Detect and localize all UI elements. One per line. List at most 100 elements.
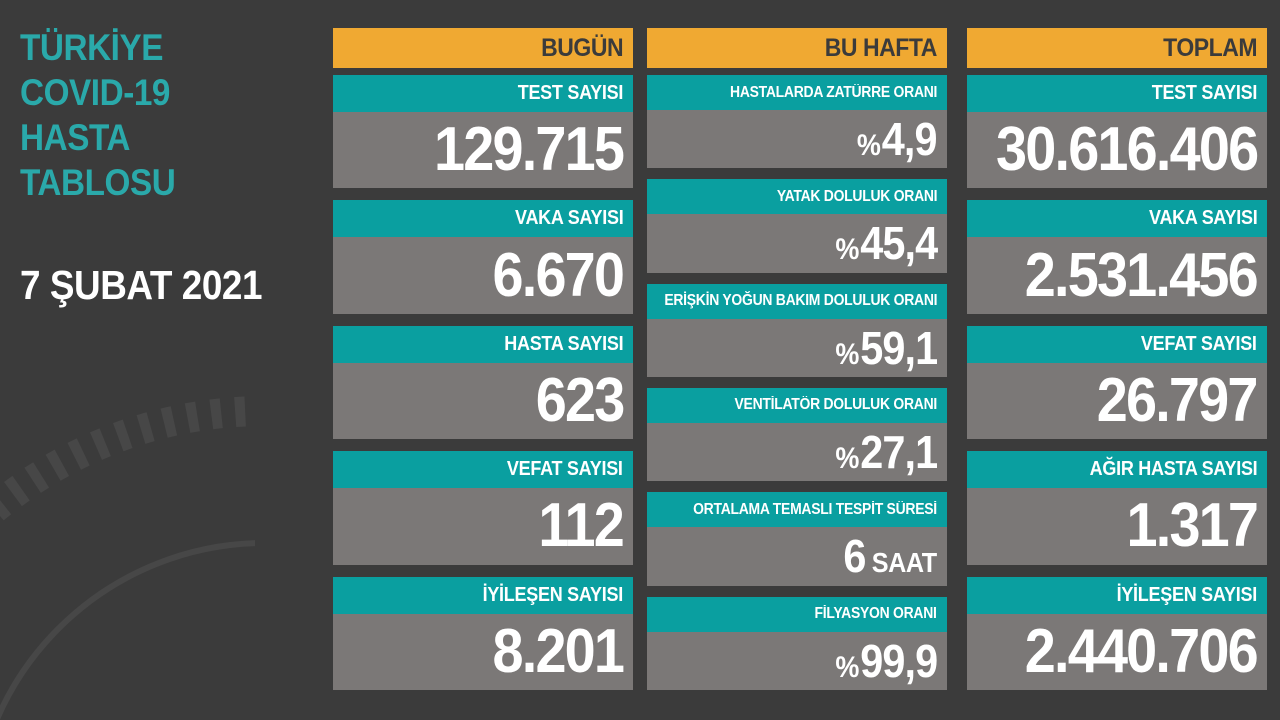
stat-value: 99,9 (860, 634, 938, 687)
stat-card-vaka-sayisi-bugun: VAKA SAYISI 6.670 (333, 200, 633, 314)
card-value-area: 129.715 (333, 112, 633, 189)
page-title-line: COVID-19 (20, 72, 170, 113)
card-value-area: 6 SAAT (647, 527, 947, 586)
card-value-area: 2.440.706 (967, 613, 1267, 691)
stat-card-vaka-sayisi-toplam: VAKA SAYISI 2.531.456 (967, 200, 1267, 314)
stat-value: 26.797 (1097, 366, 1259, 436)
card-label-strip: VEFAT SAYISI (967, 325, 1267, 363)
column-header-bu-hafta: BU HAFTA (647, 28, 947, 68)
card-label: ERİŞKİN YOĞUN BAKIM DOLULUK ORANI (664, 292, 937, 310)
card-label-strip: VENTİLATÖR DOLULUK ORANI (647, 387, 947, 423)
stat-card-test-sayisi-bugun: TEST SAYISI 129.715 (333, 75, 633, 189)
card-label-strip: ORTALAMA TEMASLI TESPİT SÜRESİ (647, 492, 947, 528)
card-label: VENTİLATÖR DOLULUK ORANI (734, 396, 938, 414)
stat-card-vefat-sayisi-bugun: VEFAT SAYISI 112 (333, 451, 633, 565)
stat-card-iyilesen-sayisi-toplam: İYİLEŞEN SAYISI 2.440.706 (967, 576, 1267, 691)
card-label-strip: VEFAT SAYISI (333, 451, 633, 489)
card-value-area: % 99,9 (647, 631, 947, 690)
card-value-area: 112 (333, 488, 633, 565)
card-label-strip: HASTA SAYISI (333, 325, 633, 363)
card-label-strip: AĞIR HASTA SAYISI (967, 451, 1267, 489)
stat-card-test-sayisi-toplam: TEST SAYISI 30.616.406 (967, 75, 1267, 189)
stat-card-vefat-sayisi-toplam: VEFAT SAYISI 26.797 (967, 325, 1267, 440)
health-ministry-logo-icon (0, 396, 255, 720)
value-prefix: % (835, 650, 860, 684)
card-label: TEST SAYISI (1151, 82, 1258, 104)
card-label-strip: TEST SAYISI (333, 75, 633, 112)
value-suffix: SAAT (872, 547, 937, 579)
stat-card-hasta-sayisi-bugun: HASTA SAYISI 623 (333, 325, 633, 440)
column-bu-hafta: BU HAFTA HASTALARDA ZATÜRRE ORANI % 4,9 Y… (647, 28, 947, 690)
card-label: AĞIR HASTA SAYISI (1089, 458, 1257, 481)
card-list: TEST SAYISI 129.715 VAKA SAYISI 6.670 HA… (333, 75, 633, 691)
card-value-area: 6.670 (333, 237, 633, 314)
page-title-line: TABLOSU (20, 162, 176, 203)
card-value-area: 2.531.456 (967, 237, 1267, 314)
column-header-label: BUGÜN (540, 33, 623, 62)
stat-value: 27,1 (860, 426, 938, 479)
card-label-strip: YATAK DOLULUK ORANI (647, 179, 947, 215)
stat-card-ortalama-temasli-tespit-suresi: ORTALAMA TEMASLI TESPİT SÜRESİ 6 SAAT (647, 492, 947, 586)
column-toplam: TOPLAM TEST SAYISI 30.616.406 VAKA SAYIS… (967, 28, 1267, 691)
card-label: HASTA SAYISI (503, 332, 623, 355)
card-label-strip: VAKA SAYISI (333, 200, 633, 238)
report-date: 7 ŞUBAT 2021 (20, 262, 263, 308)
stat-value: 6.670 (492, 240, 624, 310)
stat-value: 129.715 (433, 115, 625, 185)
value-prefix: % (835, 442, 860, 476)
stat-card-agir-hasta-sayisi-toplam: AĞIR HASTA SAYISI 1.317 (967, 451, 1267, 565)
card-label: VEFAT SAYISI (507, 458, 623, 481)
card-label: VAKA SAYISI (1148, 207, 1258, 230)
stat-card-ventilator-doluluk-orani: VENTİLATÖR DOLULUK ORANI % 27,1 (647, 387, 947, 482)
stat-card-filyasyon-orani: FİLYASYON ORANI % 99,9 (647, 596, 947, 690)
card-label: YATAK DOLULUK ORANI (776, 187, 938, 205)
card-label-strip: FİLYASYON ORANI (647, 596, 947, 632)
stat-card-yatak-doluluk-orani: YATAK DOLULUK ORANI % 45,4 (647, 179, 947, 273)
card-label: VAKA SAYISI (514, 207, 624, 230)
stat-value: 4,9 (882, 113, 938, 166)
stat-value: 6 (843, 530, 867, 583)
card-label-strip: TEST SAYISI (967, 75, 1267, 112)
card-label: İYİLEŞEN SAYISI (482, 583, 624, 606)
stat-value: 2.531.456 (1024, 240, 1259, 310)
card-label: İYİLEŞEN SAYISI (1116, 583, 1258, 606)
stat-card-iyilesen-sayisi-bugun: İYİLEŞEN SAYISI 8.201 (333, 576, 633, 691)
card-label: TEST SAYISI (517, 82, 624, 104)
card-label-strip: ERİŞKİN YOĞUN BAKIM DOLULUK ORANI (647, 283, 947, 319)
card-value-area: % 27,1 (647, 422, 947, 482)
stat-value: 59,1 (860, 321, 938, 374)
card-value-area: 623 (333, 362, 633, 440)
page-title-line: HASTA (20, 117, 130, 158)
stat-value: 8.201 (492, 616, 624, 686)
card-list: TEST SAYISI 30.616.406 VAKA SAYISI 2.531… (967, 75, 1267, 691)
card-label: VEFAT SAYISI (1141, 332, 1257, 355)
card-label-strip: HASTALARDA ZATÜRRE ORANI (647, 75, 947, 110)
stat-card-eriskin-yogun-bakim-doluluk-orani: ERİŞKİN YOĞUN BAKIM DOLULUK ORANI % 59,1 (647, 283, 947, 377)
stat-value: 2.440.706 (1024, 616, 1259, 686)
card-label-strip: VAKA SAYISI (967, 200, 1267, 238)
card-value-area: 30.616.406 (967, 112, 1267, 189)
column-header-bugun: BUGÜN (333, 28, 633, 68)
column-header-toplam: TOPLAM (967, 28, 1267, 68)
card-value-area: 8.201 (333, 613, 633, 691)
card-label: ORTALAMA TEMASLI TESPİT SÜRESİ (693, 500, 937, 518)
value-prefix: % (835, 337, 860, 371)
card-label-strip: İYİLEŞEN SAYISI (967, 576, 1267, 614)
stat-value: 30.616.406 (995, 115, 1259, 185)
stat-value: 1.317 (1126, 491, 1258, 561)
card-value-area: % 4,9 (647, 110, 947, 169)
card-value-area: 26.797 (967, 362, 1267, 440)
card-label: FİLYASYON ORANI (814, 605, 937, 623)
card-value-area: % 45,4 (647, 214, 947, 273)
value-prefix: % (835, 233, 860, 267)
card-label-strip: İYİLEŞEN SAYISI (333, 576, 633, 614)
card-list: HASTALARDA ZATÜRRE ORANI % 4,9 YATAK DOLU… (647, 75, 947, 690)
card-label: HASTALARDA ZATÜRRE ORANI (729, 83, 937, 101)
value-prefix: % (857, 129, 882, 163)
column-header-label: TOPLAM (1163, 33, 1257, 62)
card-value-area: % 59,1 (647, 318, 947, 377)
column-bugun: BUGÜN TEST SAYISI 129.715 VAKA SAYISI 6.… (333, 28, 633, 691)
page-title-line: TÜRKİYE (20, 27, 164, 68)
card-value-area: 1.317 (967, 488, 1267, 565)
